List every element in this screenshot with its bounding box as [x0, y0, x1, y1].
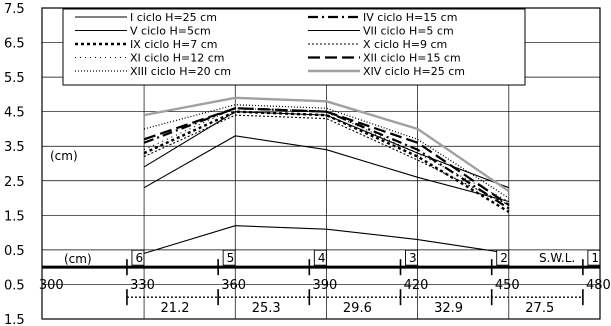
gauge-box	[313, 249, 327, 266]
legend: I ciclo H=25 cm IV ciclo H=15 cm V ciclo H…	[62, 8, 526, 86]
distance-label: 32.9	[434, 301, 463, 316]
legend-label: I ciclo H=25 cm	[130, 11, 217, 24]
gauge-label: 6	[135, 251, 143, 265]
x-tick-label: 300	[39, 278, 64, 293]
gauge-label: 1	[591, 251, 599, 265]
y-tick-label: 0.5	[4, 244, 25, 259]
x-tick-label: 450	[495, 278, 520, 293]
gauge-box	[131, 249, 145, 266]
x-tick-label: 420	[404, 278, 429, 293]
series-line-1	[143, 111, 510, 189]
legend-label: IX ciclo H=7 cm	[130, 38, 217, 51]
distance-label: 25.3	[252, 301, 281, 316]
y-tick-label: 1.5	[4, 313, 25, 326]
x-axis: 300 330 360 390 420 450 480	[39, 278, 611, 293]
x-tick-label: 360	[221, 278, 246, 293]
gauge-layer: 6 5 4 3 2 1 21.2 25.3 29.6 32.9 27.5	[42, 249, 601, 316]
gauge-box	[405, 249, 418, 266]
y-tick-label: 6.5	[4, 37, 25, 52]
legend-label: XIII ciclo H=20 cm	[130, 65, 231, 78]
swl-label: S.W.L.	[539, 251, 575, 265]
series-line-6	[143, 114, 510, 206]
series-group	[143, 96, 510, 254]
legend-label: V ciclo H=5cm	[130, 25, 211, 38]
legend-label: XIV ciclo H=25 cm	[363, 65, 465, 78]
legend-box	[62, 8, 526, 86]
y-tick-label: 3.5	[4, 140, 25, 155]
axis-labels: (cm) (cm) S.W.L.	[50, 149, 575, 266]
y-tick-label: 2.5	[4, 175, 25, 190]
x-tick-label: 390	[312, 278, 337, 293]
legend-label: IV ciclo H=15 cm	[363, 11, 457, 24]
y-axis-label-lower: (cm)	[64, 252, 92, 266]
y-tick-label: 4.5	[4, 106, 25, 121]
series-line-9	[143, 104, 510, 199]
series-line-5	[143, 110, 510, 213]
gauge-label: 2	[500, 251, 508, 265]
distance-label: 29.6	[343, 301, 372, 316]
distance-label: 21.2	[161, 301, 190, 316]
legend-label: XII ciclo H=15 cm	[363, 52, 461, 65]
series-line-10	[143, 96, 510, 193]
x-tick-label: 330	[130, 278, 155, 293]
y-tick-label: 5.5	[4, 71, 25, 86]
y-axis: 7.5 6.5 5.5 4.5 3.5 2.5 1.5 0.5 0.5 1.5	[4, 2, 25, 326]
gauge-box	[222, 249, 236, 266]
y-tick-label: 0.5	[4, 278, 25, 293]
y-axis-label: (cm)	[50, 149, 78, 163]
gauge-label: 5	[227, 251, 235, 265]
series-line-3	[143, 135, 509, 203]
series-line-4	[143, 225, 509, 254]
gauge-box	[587, 249, 601, 266]
legend-label: XI ciclo H=12 cm	[130, 52, 224, 65]
y-tick-label: 1.5	[4, 209, 25, 224]
x-tick-label: 480	[586, 278, 611, 293]
legend-label: VII ciclo H=5 cm	[363, 25, 454, 38]
series-line-8	[143, 107, 510, 206]
gauge-label: 3	[409, 251, 417, 265]
legend-label: X ciclo H=9 cm	[363, 38, 447, 51]
gauge-label: 4	[318, 251, 326, 265]
y-tick-label: 7.5	[4, 2, 25, 17]
distance-label: 27.5	[525, 301, 554, 316]
gauge-box	[496, 249, 510, 266]
